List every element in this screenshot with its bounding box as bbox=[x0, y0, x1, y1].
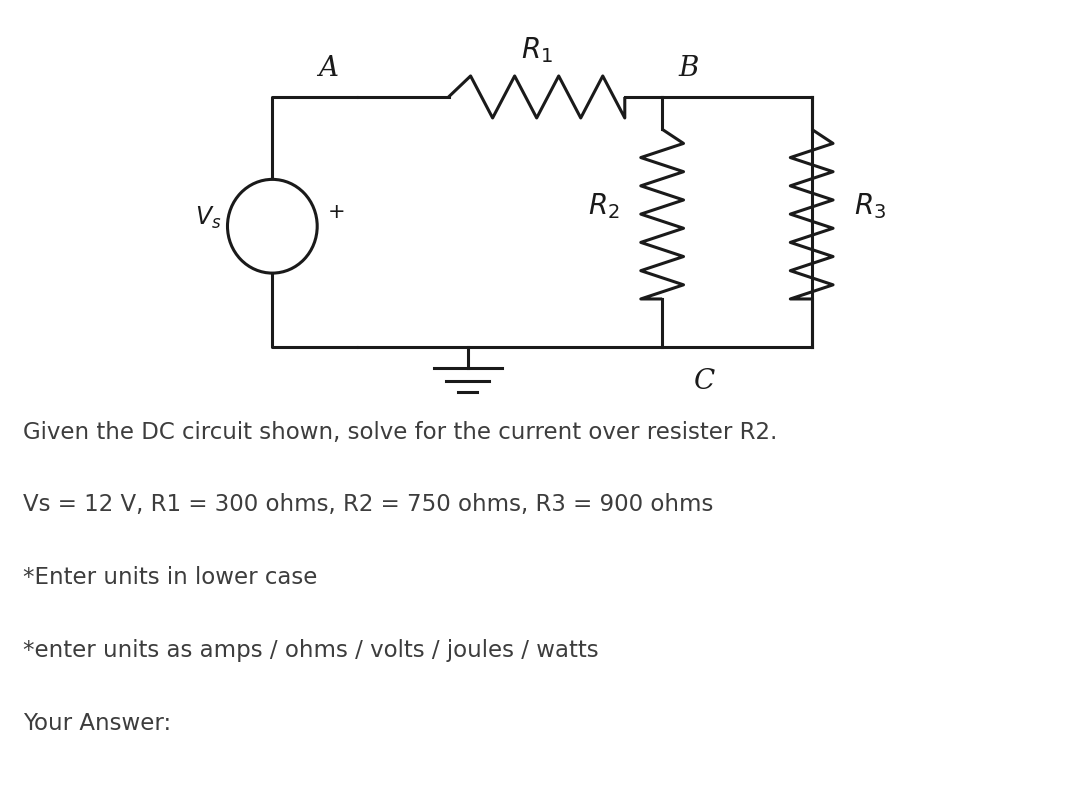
Text: Given the DC circuit shown, solve for the current over resister R2.: Given the DC circuit shown, solve for th… bbox=[23, 421, 778, 444]
Text: $R_2$: $R_2$ bbox=[587, 191, 619, 221]
Text: A: A bbox=[318, 55, 337, 82]
Text: B: B bbox=[678, 55, 700, 82]
Text: $R_1$: $R_1$ bbox=[521, 36, 552, 65]
Text: *enter units as amps / ohms / volts / joules / watts: *enter units as amps / ohms / volts / jo… bbox=[23, 639, 599, 662]
Text: C: C bbox=[694, 368, 716, 395]
Text: *Enter units in lower case: *Enter units in lower case bbox=[23, 566, 318, 589]
Text: $R_3$: $R_3$ bbox=[854, 191, 886, 221]
Text: $V_s$: $V_s$ bbox=[195, 205, 221, 231]
Text: Your Answer:: Your Answer: bbox=[23, 712, 172, 734]
Text: Vs = 12 V, R1 = 300 ohms, R2 = 750 ohms, R3 = 900 ohms: Vs = 12 V, R1 = 300 ohms, R2 = 750 ohms,… bbox=[23, 494, 713, 516]
Text: +: + bbox=[328, 202, 345, 222]
